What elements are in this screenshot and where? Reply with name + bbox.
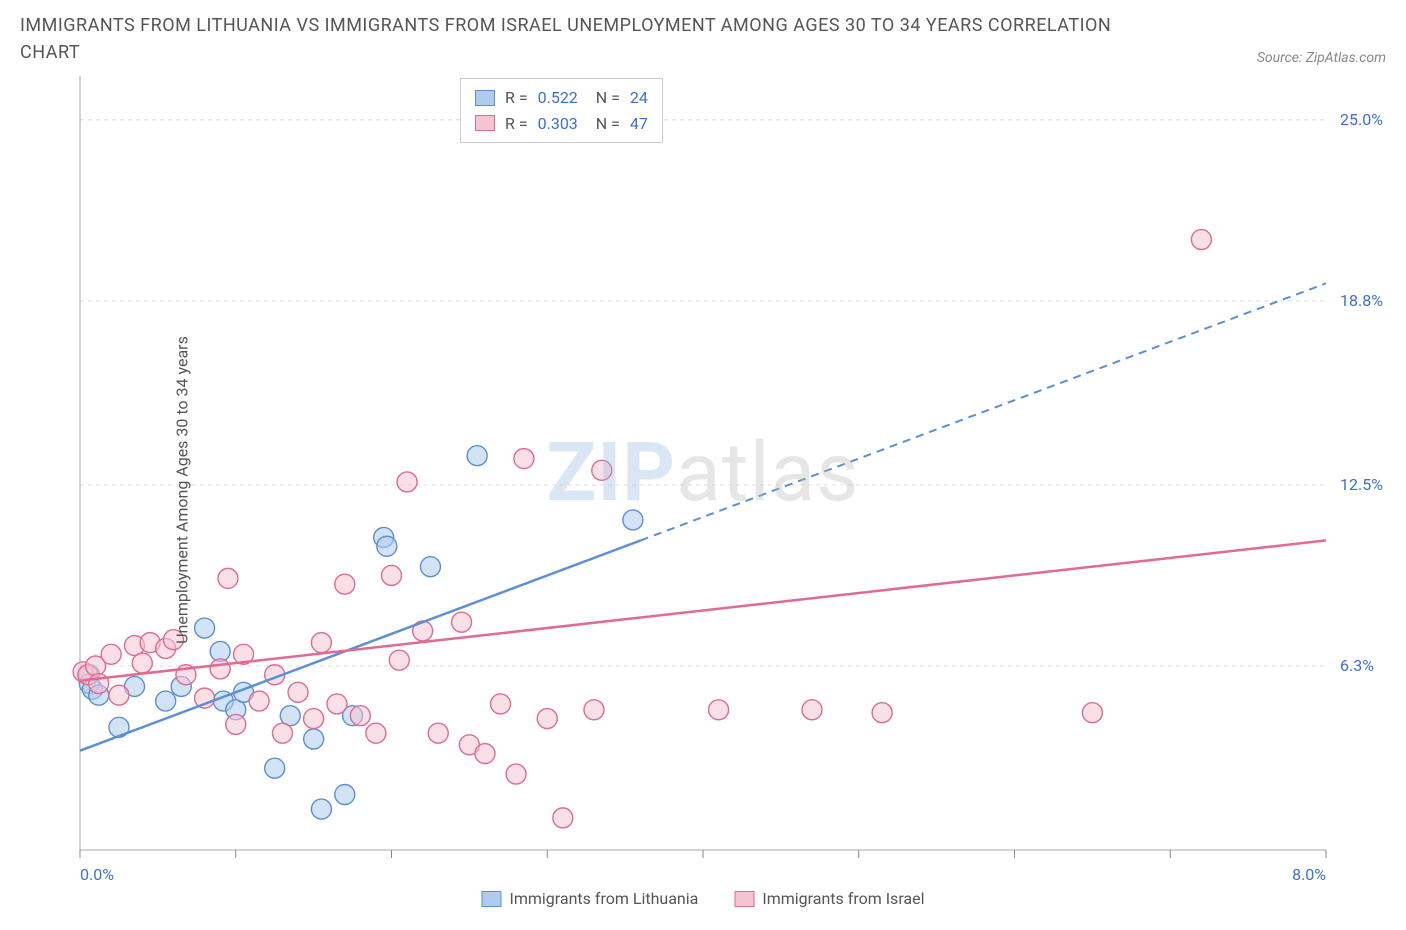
svg-text:18.8%: 18.8% xyxy=(1340,291,1383,310)
legend-stats-row: R = 0.522 N = 24 xyxy=(475,85,648,111)
svg-text:0.0%: 0.0% xyxy=(80,865,114,884)
legend-series: Immigrants from Lithuania Immigrants from… xyxy=(481,889,924,908)
legend-swatch xyxy=(734,891,754,907)
legend-n-label: N = xyxy=(588,111,620,137)
legend-swatch xyxy=(475,90,495,106)
legend-swatch xyxy=(475,115,495,131)
scatter-chart: Unemployment Among Ages 30 to 34 years Z… xyxy=(20,70,1386,910)
legend-item: Immigrants from Lithuania xyxy=(481,889,698,908)
legend-n-label: N = xyxy=(588,85,620,111)
legend-label: Immigrants from Lithuania xyxy=(509,889,698,908)
legend-item: Immigrants from Israel xyxy=(734,889,924,908)
legend-n-value: 47 xyxy=(630,111,648,137)
legend-r-value: 0.522 xyxy=(538,85,578,111)
page-title: IMMIGRANTS FROM LITHUANIA VS IMMIGRANTS … xyxy=(20,12,1120,66)
legend-label: Immigrants from Israel xyxy=(762,889,924,908)
legend-r-label: R = xyxy=(505,85,528,111)
legend-n-value: 24 xyxy=(630,85,648,111)
svg-text:25.0%: 25.0% xyxy=(1340,110,1383,129)
legend-r-label: R = xyxy=(505,111,528,137)
legend-stats-row: R = 0.303 N = 47 xyxy=(475,111,648,137)
y-axis-label: Unemployment Among Ages 30 to 34 years xyxy=(172,336,191,644)
svg-text:6.3%: 6.3% xyxy=(1340,656,1374,675)
legend-r-value: 0.303 xyxy=(538,111,578,137)
legend-stats: R = 0.522 N = 24R = 0.303 N = 47 xyxy=(460,78,663,143)
source-credit: Source: ZipAtlas.com xyxy=(1257,50,1386,66)
chart-svg: 0.0% 8.0% 6.3% 12.5% 18.8% 25.0% xyxy=(20,70,1386,910)
legend-swatch xyxy=(481,891,501,907)
svg-text:12.5%: 12.5% xyxy=(1340,475,1383,494)
svg-text:8.0%: 8.0% xyxy=(1292,865,1326,884)
